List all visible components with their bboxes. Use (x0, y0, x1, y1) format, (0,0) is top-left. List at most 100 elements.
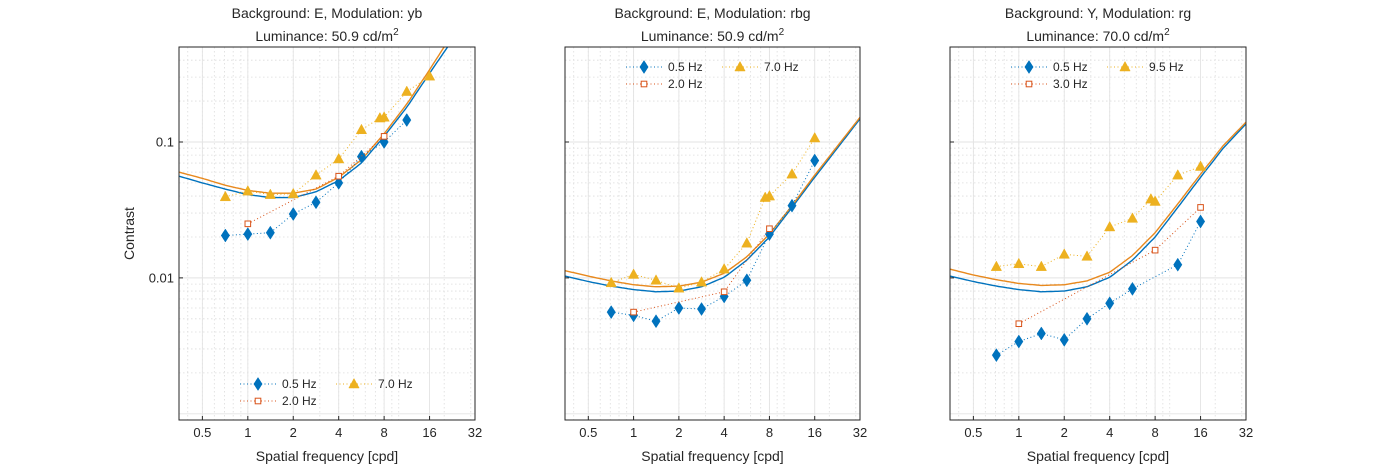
data-point (1035, 260, 1047, 271)
legend-entry: 3.0 Hz (1011, 77, 1088, 91)
plot-area (565, 47, 860, 420)
x-tick-label: 0.5 (579, 425, 597, 440)
legend: 0.5 Hz 2.0 Hz 7.0 Hz (626, 60, 799, 91)
x-tick-label: 4 (1106, 425, 1113, 440)
data-point (1126, 212, 1139, 223)
data-point (742, 273, 752, 288)
data-point (288, 207, 298, 221)
x-tick-label: 8 (381, 425, 388, 440)
x-tick-label: 4 (721, 425, 728, 440)
data-point (378, 111, 390, 122)
fit-curve-2 (950, 121, 1246, 287)
legend-entry: 0.5 Hz (1011, 60, 1088, 74)
fit-curve-1 (950, 123, 1246, 293)
data-point (335, 172, 342, 180)
series-line (611, 137, 816, 289)
data-point (1059, 332, 1069, 347)
axes-box (178, 46, 476, 421)
series-3-0-hz (1015, 204, 1204, 328)
subtitle-superscript: 2 (1164, 27, 1170, 38)
data-point (265, 225, 275, 240)
x-tick-label: 1 (1015, 425, 1022, 440)
x-tick-label: 2 (1061, 425, 1068, 440)
fit-curve-2 (179, 47, 445, 194)
chart-title: Background: Y, Modulation: rg (1005, 5, 1191, 21)
x-tick-label: 2 (290, 425, 297, 440)
x-tick-label: 4 (335, 425, 342, 440)
data-point (380, 133, 388, 140)
data-point (809, 131, 821, 143)
subtitle-superscript: 2 (779, 27, 785, 38)
data-point (1105, 296, 1115, 311)
data-point (310, 169, 322, 180)
axes-box (949, 46, 1247, 421)
data-point (605, 276, 617, 288)
data-point (220, 228, 230, 243)
chart-panel-1: 0.5 1 2 4 8 16 32 0.01 0.1 Background: E, Modulat… (121, 5, 482, 464)
data-point (243, 227, 253, 242)
subtitle-text: Luminance: 70.0 cd/m (1026, 28, 1164, 44)
legend: 0.5 Hz 3.0 Hz 9.5 Hz (1011, 60, 1184, 91)
x-tick-label: 1 (630, 425, 637, 440)
axes-box (564, 46, 861, 421)
legend-marker (1025, 80, 1033, 88)
data-point (1058, 248, 1070, 259)
data-point (242, 185, 254, 196)
data-point (334, 175, 344, 190)
subtitle-text: Luminance: 50.9 cd/m (255, 28, 393, 44)
fit-curve-2 (565, 116, 860, 288)
chart-subtitle: Luminance: 50.9 cd/m2 (255, 27, 399, 44)
x-tick-label: 32 (853, 425, 867, 440)
legend-marker (734, 60, 746, 72)
legend-marker (640, 80, 648, 88)
legend-label: 2.0 Hz (668, 77, 703, 91)
data-point (991, 348, 1001, 363)
subtitle-superscript: 2 (393, 27, 399, 38)
data-point (1082, 311, 1092, 326)
data-point (786, 168, 798, 179)
legend-label: 2.0 Hz (282, 394, 317, 408)
x-axis-label: Spatial frequency [cpd] (641, 448, 783, 464)
legend-label: 9.5 Hz (1149, 60, 1184, 74)
data-point (1149, 195, 1161, 206)
series-2-0-hz (244, 133, 388, 228)
data-point (990, 260, 1002, 271)
series-7-0-hz (605, 131, 821, 293)
data-point (720, 288, 728, 296)
chart-subtitle: Luminance: 50.9 cd/m2 (641, 27, 785, 44)
y-tick-label: 0.1 (156, 134, 174, 149)
data-point (787, 198, 797, 213)
legend-entry: 0.5 Hz (626, 60, 703, 74)
data-point (1196, 214, 1206, 229)
y-tick-label: 0.01 (149, 270, 174, 285)
data-point (333, 152, 345, 164)
data-point (1194, 160, 1207, 171)
legend-label: 7.0 Hz (378, 377, 413, 391)
legend-label: 7.0 Hz (764, 60, 799, 74)
series-line (225, 119, 408, 236)
data-point (810, 153, 820, 168)
legend-marker (348, 377, 360, 389)
data-point (1127, 281, 1137, 296)
data-point (1172, 169, 1184, 180)
data-point (1197, 204, 1204, 211)
legend-entry: 7.0 Hz (722, 60, 799, 74)
legend-marker (639, 60, 649, 74)
chart-subtitle: Luminance: 70.0 cd/m2 (1026, 27, 1170, 44)
data-point (630, 308, 637, 316)
data-point (287, 187, 299, 199)
data-point (219, 190, 231, 202)
legend: 0.5 Hz 2.0 Hz 7.0 Hz (240, 377, 413, 408)
legend-label: 3.0 Hz (1053, 77, 1088, 91)
data-point (673, 282, 685, 293)
x-tick-label: 2 (675, 425, 682, 440)
data-point (264, 188, 276, 199)
legend-entry: 9.5 Hz (1107, 60, 1184, 74)
data-point (356, 149, 366, 164)
legend-label: 0.5 Hz (668, 60, 703, 74)
x-tick-label: 8 (766, 425, 773, 440)
series-7-0-hz (219, 70, 436, 202)
data-point (1151, 246, 1159, 254)
x-tick-label: 16 (1193, 425, 1207, 440)
